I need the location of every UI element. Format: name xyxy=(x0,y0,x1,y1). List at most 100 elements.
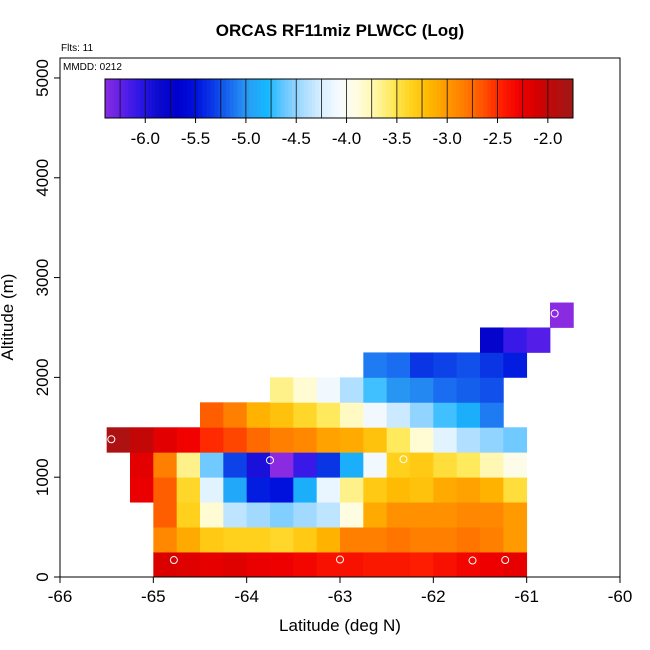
heatmap-cell xyxy=(433,402,458,428)
colorbar-segment xyxy=(397,79,402,118)
colorbar-segment xyxy=(393,79,398,118)
colorbar-segment xyxy=(358,79,363,118)
colorbar-segment xyxy=(459,79,465,118)
heatmap-cell xyxy=(480,477,504,503)
heatmap-cell xyxy=(340,477,364,503)
heatmap-cell xyxy=(386,552,411,578)
colorbar-segment xyxy=(183,79,188,118)
heatmap-cell xyxy=(223,427,248,453)
heatmap-cell xyxy=(340,527,364,553)
colorbar-segment xyxy=(206,79,211,118)
colorbar-segment xyxy=(218,79,223,118)
heatmap-cells xyxy=(106,302,574,578)
colorbar-segment xyxy=(112,79,118,118)
heatmap-cell xyxy=(176,477,201,503)
heatmap-cell xyxy=(456,402,481,428)
colorbar-segment xyxy=(553,79,558,118)
heatmap-cell xyxy=(503,477,528,503)
colorbar-segment xyxy=(565,79,570,118)
colorbar-segment xyxy=(561,79,566,118)
colorbar-segment xyxy=(249,79,254,118)
heatmap-cell xyxy=(246,527,271,553)
x-tick-label: -60 xyxy=(608,587,633,606)
heatmap-cell xyxy=(176,502,201,528)
heatmap-cell xyxy=(480,327,504,353)
colorbar-segment xyxy=(175,79,180,118)
heatmap-cell xyxy=(363,402,388,428)
colorbar-segment xyxy=(327,79,332,118)
heatmap-cell xyxy=(270,527,294,553)
colorbar-segment xyxy=(440,79,445,118)
colorbar-segment xyxy=(147,79,153,118)
y-tick-label: 1000 xyxy=(33,458,52,496)
colorbar-tick-label: -4.0 xyxy=(332,129,361,148)
heatmap-cell xyxy=(363,527,388,553)
flight-marker xyxy=(501,556,510,565)
colorbar-segment xyxy=(569,79,574,118)
y-tick-label: 0 xyxy=(33,572,52,581)
y-tick-label: 2000 xyxy=(33,358,52,396)
colorbar-segment xyxy=(463,79,469,118)
colorbar-segment xyxy=(413,79,418,118)
colorbar-segment xyxy=(151,79,157,118)
heatmap-cell xyxy=(293,502,318,528)
heatmap-cell xyxy=(410,527,434,553)
colorbar-segment xyxy=(229,79,235,118)
heatmap-cell xyxy=(480,352,504,378)
colorbar-segment xyxy=(405,79,410,118)
heatmap-cell xyxy=(340,502,364,528)
colorbar-segment xyxy=(502,79,508,118)
heatmap-cell xyxy=(386,377,411,403)
heatmap-cell xyxy=(200,552,224,578)
heatmap-cell xyxy=(223,452,248,478)
heatmap-cell xyxy=(223,527,248,553)
colorbar-segment xyxy=(237,79,242,118)
heatmap-cell xyxy=(363,352,388,378)
heatmap-cell xyxy=(270,377,294,403)
colorbar-segment xyxy=(346,79,352,118)
colorbar-segment xyxy=(491,79,496,118)
heatmap-cell xyxy=(246,502,271,528)
colorbar-segment xyxy=(167,79,172,118)
colorbar-segment xyxy=(163,79,168,118)
colorbar-segment xyxy=(350,79,356,118)
colorbar-segment xyxy=(549,79,554,118)
colorbar-segment xyxy=(483,79,488,118)
colorbar-segment xyxy=(522,79,527,118)
heatmap-cell xyxy=(456,377,481,403)
y-tick-label: 5000 xyxy=(33,59,52,97)
colorbar-tick-label: -2.0 xyxy=(533,129,562,148)
heatmap-cell xyxy=(433,552,458,578)
heatmap-cell xyxy=(176,552,201,578)
colorbar-segment xyxy=(534,79,539,118)
colorbar-segment xyxy=(424,79,430,118)
heatmap-cell xyxy=(223,402,248,428)
heatmap-cell xyxy=(293,527,318,553)
colorbar-segment xyxy=(202,79,207,118)
colorbar-segment xyxy=(389,79,395,118)
heatmap-cell xyxy=(130,452,154,478)
heatmap-cell xyxy=(433,452,458,478)
colorbar-segment xyxy=(296,79,301,118)
heatmap-cell xyxy=(480,502,504,528)
colorbar-segment xyxy=(241,79,246,118)
heatmap-cell xyxy=(363,502,388,528)
flight-marker xyxy=(266,456,274,465)
heatmap-cell xyxy=(480,402,504,428)
heatmap-cell xyxy=(503,502,528,528)
flight-marker xyxy=(468,556,477,565)
heatmap-cell xyxy=(410,552,434,578)
colorbar-segment xyxy=(132,79,137,118)
heatmap-cell xyxy=(223,502,248,528)
colorbar-segment xyxy=(190,79,196,118)
heatmap-cell xyxy=(130,427,154,453)
flight-marker xyxy=(399,455,408,464)
heatmap-cell xyxy=(433,527,458,553)
x-tick-label: -63 xyxy=(328,587,353,606)
x-tick-label: -61 xyxy=(514,587,539,606)
colorbar-segment xyxy=(179,79,184,118)
colorbar-segment xyxy=(475,79,480,118)
colorbar-segment xyxy=(370,79,375,118)
heatmap-cell xyxy=(153,452,178,478)
y-axis-label: Altitude (m) xyxy=(0,274,17,361)
